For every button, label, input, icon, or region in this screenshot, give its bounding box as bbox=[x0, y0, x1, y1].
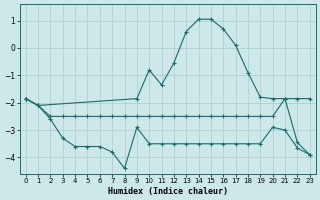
X-axis label: Humidex (Indice chaleur): Humidex (Indice chaleur) bbox=[108, 187, 228, 196]
